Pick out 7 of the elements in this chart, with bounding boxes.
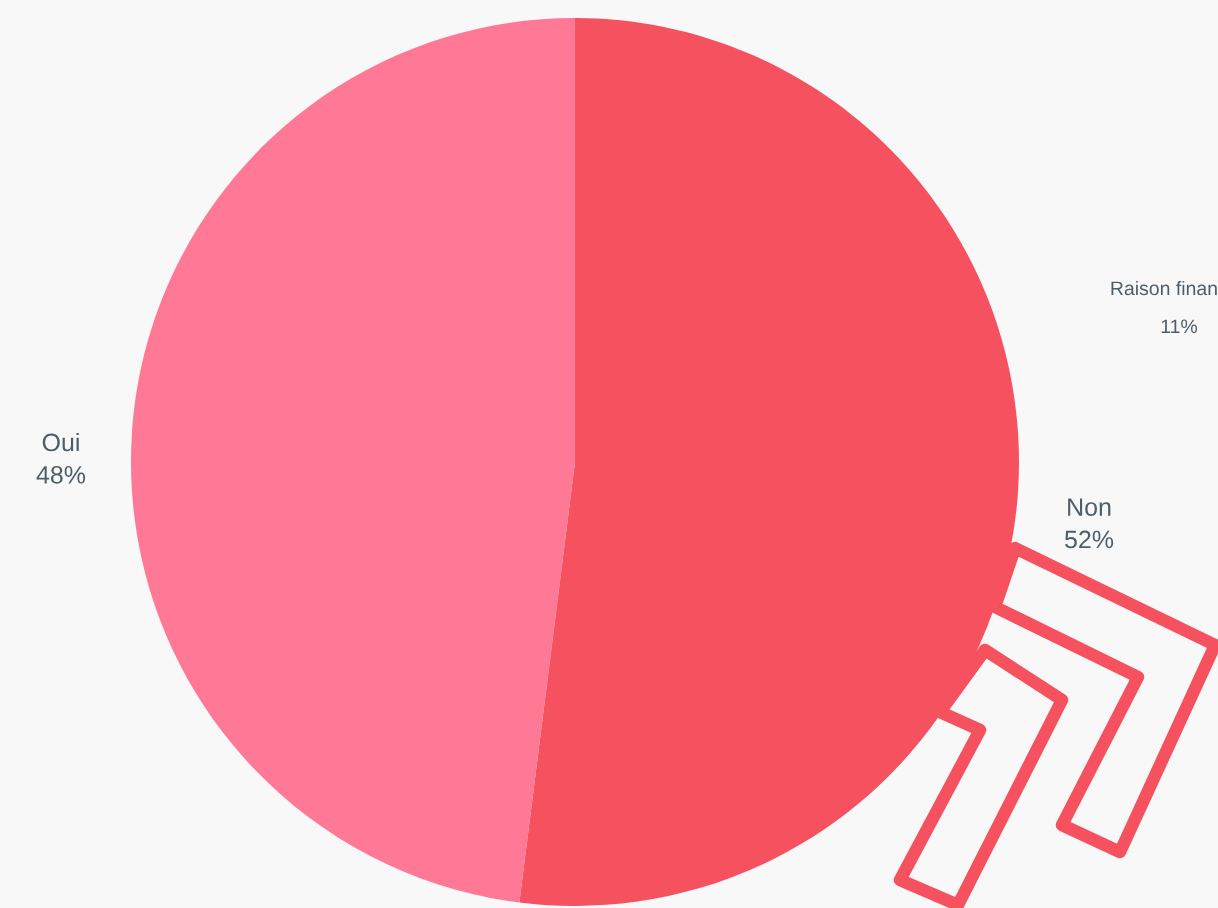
text: 11% bbox=[1161, 319, 1198, 334]
slice-label: Non bbox=[1068, 498, 1111, 516]
pie-slice bbox=[131, 18, 575, 903]
slice-label: Oui bbox=[42, 432, 79, 452]
data-label: 52% bbox=[1065, 530, 1114, 549]
data-label: 48% bbox=[36, 465, 86, 484]
text: Raison finan bbox=[1111, 280, 1217, 296]
